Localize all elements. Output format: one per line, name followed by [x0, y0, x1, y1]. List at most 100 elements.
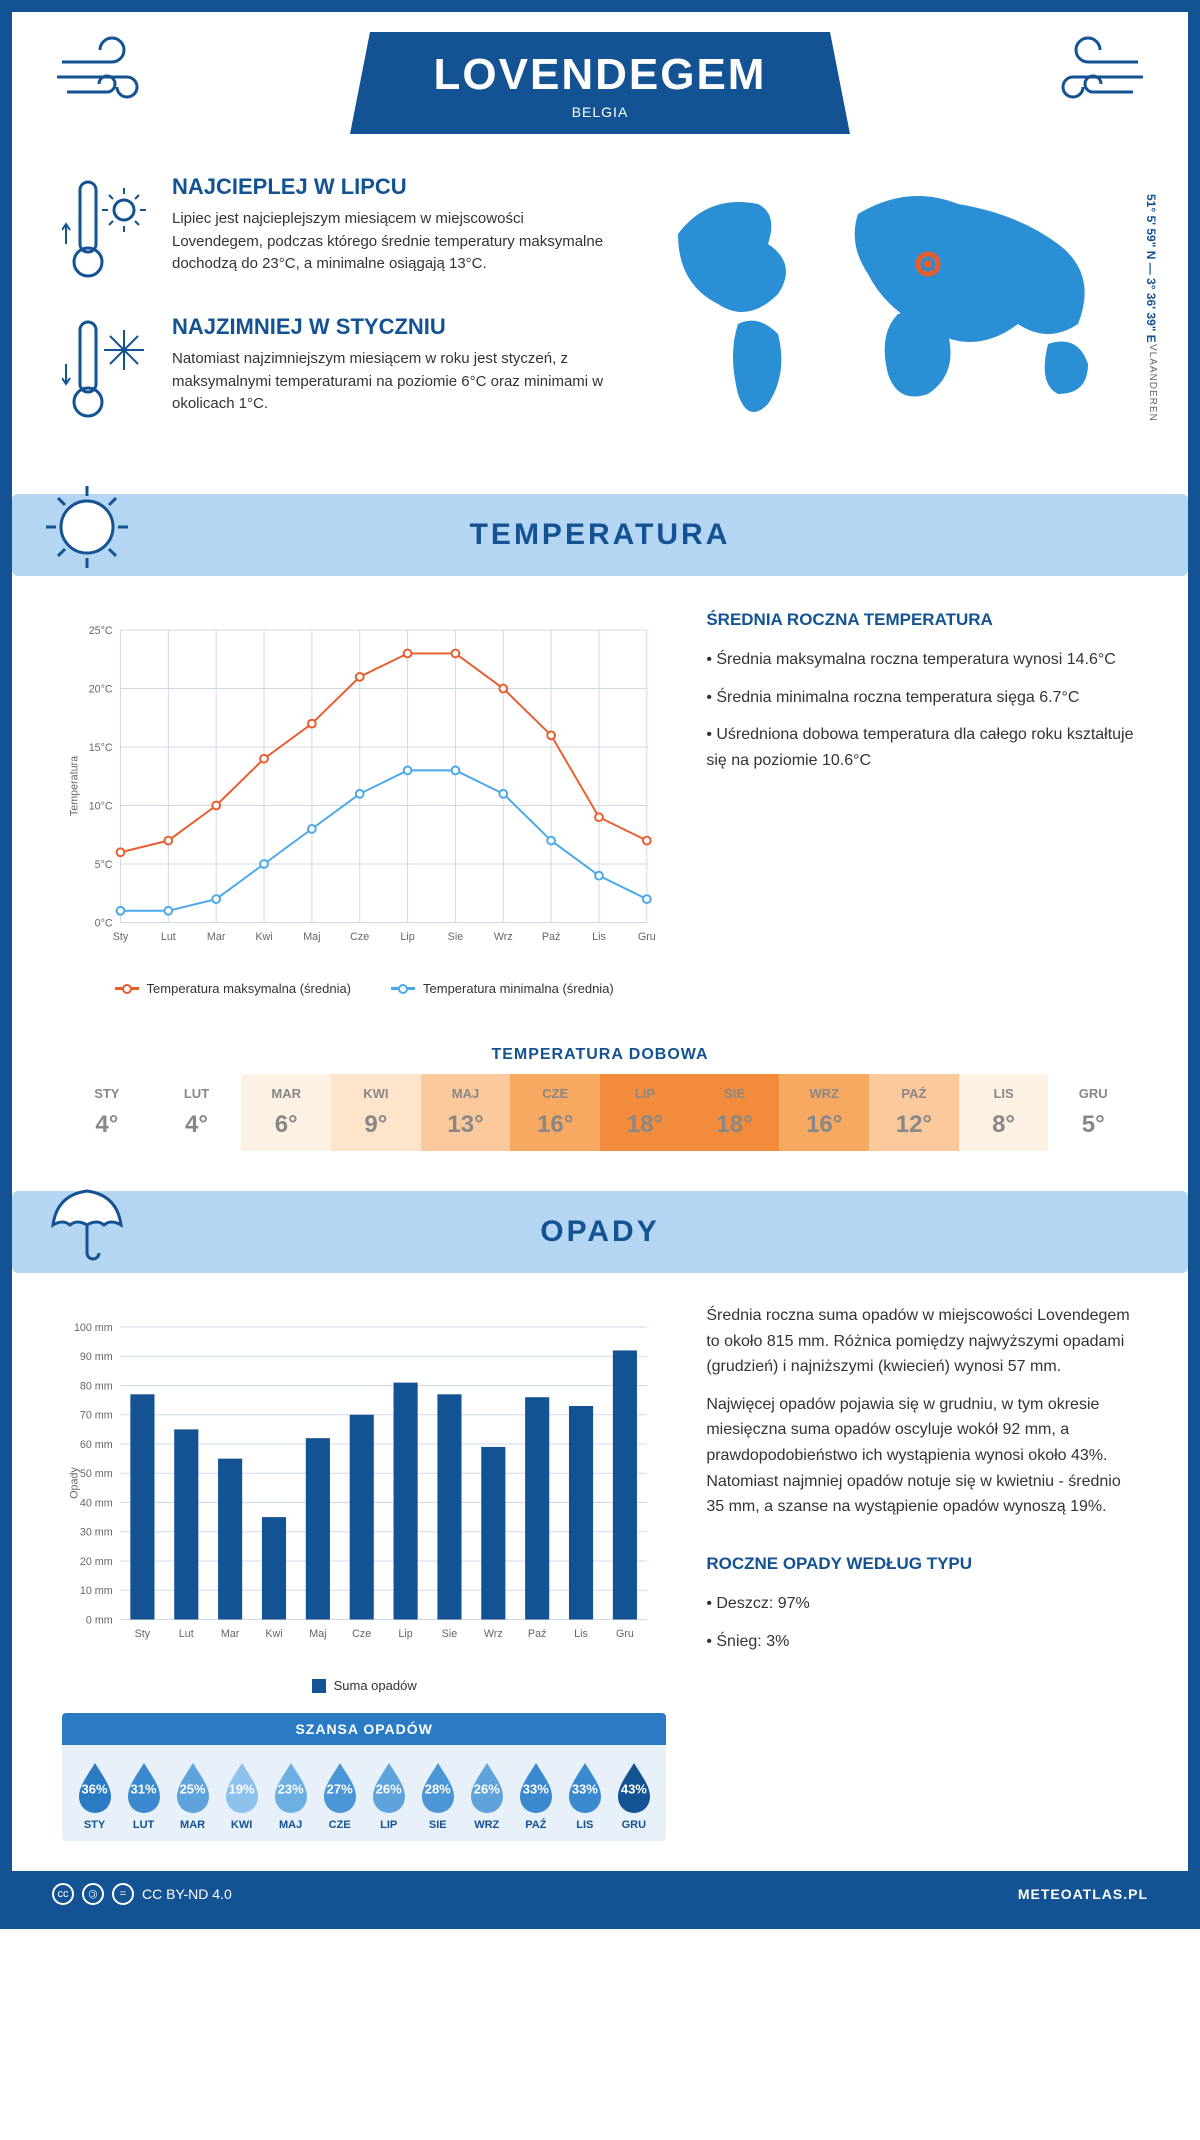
chance-cell: 31% LUT [119, 1759, 168, 1831]
warmest-block: NAJCIEPLEJ W LIPCU Lipiec jest najcieple… [62, 174, 618, 284]
svg-text:Lis: Lis [574, 1628, 588, 1640]
chance-cell: 33% PAŹ [511, 1759, 560, 1831]
svg-text:Cze: Cze [352, 1628, 371, 1640]
daily-temp-strip: STY4°LUT4°MAR6°KWI9°MAJ13°CZE16°LIP18°SI… [62, 1074, 1138, 1151]
svg-text:Lis: Lis [592, 931, 606, 943]
warmest-desc: Lipiec jest najcieplejszym miesiącem w m… [172, 208, 618, 276]
chance-month: MAR [168, 1819, 217, 1831]
chance-month: GRU [609, 1819, 658, 1831]
svg-text:70 mm: 70 mm [80, 1410, 113, 1422]
precip-snow: • Śnieg: 3% [706, 1629, 1138, 1655]
precipitation-bar-chart: 0 mm10 mm20 mm30 mm40 mm50 mm60 mm70 mm8… [62, 1303, 666, 1663]
svg-text:Lip: Lip [400, 931, 414, 943]
svg-text:Mar: Mar [207, 931, 226, 943]
precip-type-title: ROCZNE OPADY WEDŁUG TYPU [706, 1550, 1138, 1577]
warmest-title: NAJCIEPLEJ W LIPCU [172, 174, 618, 200]
chance-value: 28% [425, 1781, 451, 1796]
chance-value: 31% [131, 1781, 157, 1796]
map-area: 51° 5' 59" N — 3° 36' 39" E VLAANDEREN [658, 174, 1138, 454]
svg-text:Paź: Paź [528, 1628, 546, 1640]
chance-month: WRZ [462, 1819, 511, 1831]
svg-text:100 mm: 100 mm [74, 1322, 113, 1334]
droplet-icon: 23% [269, 1759, 313, 1813]
chance-cell: 43% GRU [609, 1759, 658, 1831]
precip-chart-col: 0 mm10 mm20 mm30 mm40 mm50 mm60 mm70 mm8… [62, 1303, 666, 1841]
temp-cell: KWI9° [331, 1074, 421, 1151]
legend-swatch-precip [312, 1679, 326, 1693]
temp-cell-value: 4° [62, 1111, 152, 1139]
intro-section: NAJCIEPLEJ W LIPCU Lipiec jest najcieple… [12, 144, 1188, 484]
chance-month: LIP [364, 1819, 413, 1831]
svg-text:80 mm: 80 mm [80, 1380, 113, 1392]
precip-legend: Suma opadów [62, 1678, 666, 1693]
droplet-icon: 27% [318, 1759, 362, 1813]
svg-text:Lut: Lut [179, 1628, 194, 1640]
droplet-icon: 36% [73, 1759, 117, 1813]
svg-text:Paź: Paź [542, 931, 560, 943]
temp-cell-value: 9° [331, 1111, 421, 1139]
svg-text:25°C: 25°C [89, 625, 113, 637]
temp-cell-month: PAŹ [869, 1086, 959, 1101]
wind-icon-left [52, 32, 172, 112]
chance-value: 25% [180, 1781, 206, 1796]
svg-text:5°C: 5°C [95, 859, 113, 871]
temp-cell-value: 13° [421, 1111, 511, 1139]
temp-cell-value: 4° [152, 1111, 242, 1139]
temp-cell: PAŹ 12° [869, 1074, 959, 1151]
chance-cell: 33% LIS [560, 1759, 609, 1831]
temp-cell-value: 5° [1048, 1111, 1138, 1139]
svg-text:10°C: 10°C [89, 800, 113, 812]
svg-text:Gru: Gru [616, 1628, 634, 1640]
temp-cell: WRZ 16° [779, 1074, 869, 1151]
precip-content: 0 mm10 mm20 mm30 mm40 mm50 mm60 mm70 mm8… [12, 1303, 1188, 1871]
svg-text:15°C: 15°C [89, 742, 113, 754]
page-frame: LOVENDEGEM BELGIA [0, 0, 1200, 1929]
cc-icon: cc [52, 1883, 74, 1905]
country-label: BELGIA [410, 104, 790, 120]
legend-min-label: Temperatura minimalna (średnia) [423, 981, 614, 996]
precipitation-title: OPADY [540, 1215, 659, 1248]
droplet-icon: 33% [563, 1759, 607, 1813]
coordinates-label: 51° 5' 59" N — 3° 36' 39" E [1144, 194, 1158, 343]
license-text: CC BY-ND 4.0 [142, 1886, 232, 1902]
temp-chart-col: 0°C5°C10°C15°C20°C25°CStyLutMarKwiMajCze… [62, 606, 666, 996]
svg-text:Sie: Sie [448, 931, 464, 943]
temp-cell: STY 4° [62, 1074, 152, 1151]
svg-text:Lut: Lut [161, 931, 176, 943]
legend-swatch-min [391, 987, 415, 990]
temp-bullet: • Średnia minimalna roczna temperatura s… [706, 685, 1138, 711]
chance-month: PAŹ [511, 1819, 560, 1831]
temp-cell-month: CZE [510, 1086, 600, 1101]
droplet-icon: 26% [465, 1759, 509, 1813]
region-label: VLAANDEREN [1147, 344, 1158, 422]
temp-cell: SIE18° [690, 1074, 780, 1151]
temp-cell-month: WRZ [779, 1086, 869, 1101]
svg-text:Lip: Lip [398, 1628, 412, 1640]
temp-cell-value: 12° [869, 1111, 959, 1139]
chance-cell: 27% CZE [315, 1759, 364, 1831]
temp-cell-value: 16° [779, 1111, 869, 1139]
chance-title: SZANSA OPADÓW [62, 1713, 666, 1745]
precipitation-header: OPADY [12, 1191, 1188, 1273]
svg-text:Wrz: Wrz [494, 931, 513, 943]
footer-site: METEOATLAS.PL [1018, 1886, 1148, 1902]
wind-icon-right [1028, 32, 1148, 112]
legend-max: Temperatura maksymalna (średnia) [115, 981, 351, 996]
svg-text:Sie: Sie [442, 1628, 458, 1640]
precip-rain: • Deszcz: 97% [706, 1591, 1138, 1617]
svg-text:Sty: Sty [113, 931, 129, 943]
chance-value: 33% [572, 1781, 598, 1796]
chance-cell: 26% LIP [364, 1759, 413, 1831]
precip-summary: Średnia roczna suma opadów w miejscowośc… [706, 1303, 1138, 1841]
title-banner: LOVENDEGEM BELGIA [350, 32, 850, 134]
svg-text:60 mm: 60 mm [80, 1439, 113, 1451]
svg-text:40 mm: 40 mm [80, 1497, 113, 1509]
temp-cell-month: STY [62, 1086, 152, 1101]
temp-cell-month: MAJ [421, 1086, 511, 1101]
droplet-icon: 31% [122, 1759, 166, 1813]
chance-value: 33% [523, 1781, 549, 1796]
chance-value: 23% [278, 1781, 304, 1796]
umbrella-icon [42, 1179, 132, 1269]
legend-max-label: Temperatura maksymalna (średnia) [147, 981, 351, 996]
droplet-icon: 28% [416, 1759, 460, 1813]
